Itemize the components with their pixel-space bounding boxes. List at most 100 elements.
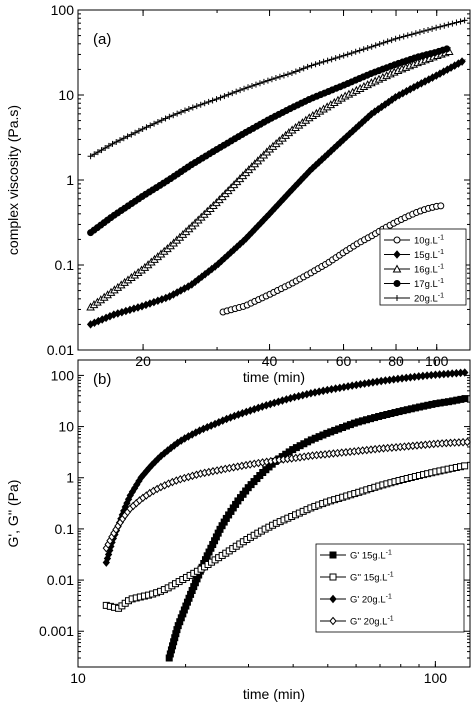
legend-entry: 16g.L-1 xyxy=(414,264,444,276)
x-axis-label: time (min) xyxy=(243,686,305,702)
data-point xyxy=(404,32,411,39)
x-tick-label: 10 xyxy=(70,670,86,686)
data-point xyxy=(91,151,98,158)
panel-label: (b) xyxy=(93,371,111,388)
data-point xyxy=(217,94,224,101)
data-point xyxy=(174,110,181,117)
data-point xyxy=(181,107,188,114)
data-point xyxy=(461,462,469,470)
y-tick-label: 0.01 xyxy=(47,572,74,588)
data-point xyxy=(437,23,444,30)
legend-entry: G'' 15g.L-1 xyxy=(350,572,394,584)
series-4 xyxy=(87,17,468,160)
data-point xyxy=(185,105,192,112)
data-point xyxy=(457,18,464,25)
data-point xyxy=(139,126,146,133)
legend-entry: 10g.L-1 xyxy=(414,235,444,247)
legend-marker xyxy=(329,573,337,581)
legend-marker xyxy=(393,236,401,244)
data-point xyxy=(276,73,283,80)
legend-entry: G' 20g.L-1 xyxy=(350,594,392,606)
data-point xyxy=(437,202,445,210)
x-tick-label: 20 xyxy=(135,353,151,369)
data-point xyxy=(458,57,466,66)
data-point xyxy=(332,55,339,62)
data-point xyxy=(443,45,451,53)
y-axis-label: complex viscosity (Pa.s) xyxy=(5,105,21,255)
y-tick-label: 10 xyxy=(58,419,74,435)
data-point xyxy=(461,17,468,24)
data-point xyxy=(392,35,399,42)
series-0 xyxy=(165,395,469,662)
data-point xyxy=(384,38,391,45)
data-point xyxy=(461,395,469,403)
data-point xyxy=(124,133,131,140)
data-point xyxy=(308,62,315,69)
data-point xyxy=(272,75,279,82)
data-point xyxy=(324,57,331,64)
legend-marker xyxy=(392,264,402,273)
legend-entry: 15g.L-1 xyxy=(414,249,444,261)
data-point xyxy=(151,120,158,127)
data-point xyxy=(284,71,291,78)
data-point xyxy=(340,52,347,59)
data-point xyxy=(360,46,367,53)
data-point xyxy=(252,81,259,88)
data-point xyxy=(348,50,355,57)
data-point xyxy=(120,135,127,142)
data-point xyxy=(412,30,419,37)
data-point xyxy=(445,21,452,28)
x-tick-label: 60 xyxy=(336,353,352,369)
panel-b-chart: 10 100 0.001 0.01 0.1 1 10 100 time (min) G', G''… xyxy=(5,359,471,702)
data-point xyxy=(154,118,161,125)
data-point xyxy=(166,113,173,120)
data-point xyxy=(117,137,124,144)
legend: 10g.L-1 15g.L-1 16g.L-1 17g.L-1 20g.L-1 xyxy=(379,228,467,306)
y-tick-label: 1 xyxy=(66,470,74,486)
data-point xyxy=(463,437,471,447)
series-2 xyxy=(86,46,454,311)
legend-marker xyxy=(329,551,337,559)
data-point xyxy=(344,51,351,58)
x-axis-label: time (min) xyxy=(243,369,305,385)
data-point xyxy=(193,103,200,110)
y-tick-label: 100 xyxy=(51,2,75,18)
legend-entry: 17g.L-1 xyxy=(414,278,444,290)
data-point xyxy=(201,100,208,107)
data-point xyxy=(396,34,403,41)
data-point xyxy=(105,142,112,149)
data-point xyxy=(388,37,395,44)
data-point xyxy=(102,145,109,152)
legend-marker xyxy=(393,250,401,259)
y-tick-label: 0.001 xyxy=(39,623,74,639)
data-point xyxy=(429,25,436,32)
data-point xyxy=(400,33,407,40)
data-point xyxy=(453,19,460,26)
data-point xyxy=(98,147,105,154)
data-point xyxy=(408,31,415,38)
data-point xyxy=(213,96,220,103)
x-tick-label: 100 xyxy=(424,670,448,686)
data-point xyxy=(312,61,319,68)
data-point xyxy=(178,109,185,116)
data-point xyxy=(300,65,307,72)
data-point xyxy=(372,42,379,49)
legend-marker xyxy=(329,616,337,626)
data-point xyxy=(256,80,263,87)
data-point xyxy=(209,97,216,104)
x-tick-label: 40 xyxy=(262,353,278,369)
data-point xyxy=(352,48,359,55)
panel-a-chart: 20 40 60 80 100 0.01 0.1 1 10 100 time (min) comple… xyxy=(5,2,471,385)
data-point xyxy=(316,60,323,67)
data-point xyxy=(143,124,150,131)
data-point xyxy=(264,77,271,84)
legend-box xyxy=(315,543,465,633)
data-point xyxy=(189,104,196,111)
data-point xyxy=(380,39,387,46)
data-point xyxy=(328,56,335,63)
series-1 xyxy=(102,462,469,612)
panel-label: (a) xyxy=(93,31,111,48)
data-point xyxy=(241,85,248,92)
data-point xyxy=(249,82,255,89)
data-point xyxy=(288,69,295,76)
